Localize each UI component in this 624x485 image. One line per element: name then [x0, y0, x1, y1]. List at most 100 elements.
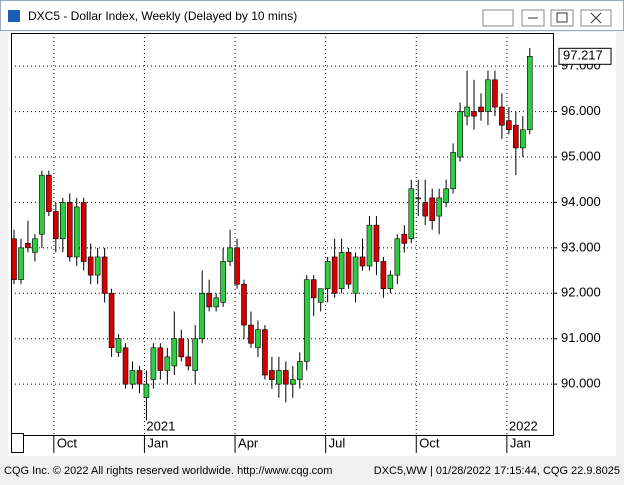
candle-body	[66, 202, 73, 258]
candle-body	[380, 261, 387, 290]
candle-body	[415, 197, 422, 200]
candle-body	[269, 370, 275, 380]
candle-body	[87, 256, 94, 276]
candle-body	[387, 274, 394, 290]
y-tick-label: 94.000	[561, 194, 601, 209]
scroll-handle[interactable]	[11, 433, 24, 453]
candle-body	[80, 202, 87, 262]
last-value-label: 97.217	[563, 48, 603, 63]
year-label: 2021	[146, 418, 175, 433]
candle-body	[150, 347, 157, 380]
candle-body	[276, 370, 282, 385]
candle-body	[241, 283, 247, 326]
candle-body	[101, 256, 108, 294]
candle-body	[199, 292, 205, 340]
footer-left: CQG Inc. © 2022 All rights reserved worl…	[4, 465, 332, 477]
candle-body	[255, 329, 261, 349]
x-tick-label: Oct	[419, 435, 440, 450]
y-tick-label: 90.000	[561, 376, 601, 391]
x-tick-label: Jan	[510, 435, 531, 450]
candle-body	[478, 106, 484, 112]
candle-body	[443, 188, 449, 203]
x-tick-label: Apr	[238, 435, 259, 450]
candle-body	[394, 238, 401, 276]
candle-body	[157, 347, 164, 371]
candle-body	[464, 106, 470, 117]
candle-body	[296, 361, 303, 380]
candle-body	[471, 111, 477, 117]
maximize-button[interactable]	[550, 9, 574, 27]
candle-body	[262, 329, 268, 376]
y-tick-label: 91.000	[561, 330, 601, 345]
candle-body	[520, 129, 526, 149]
candle-body	[234, 247, 240, 285]
candle-body	[303, 279, 310, 362]
candle-body	[373, 224, 380, 262]
candle-body	[317, 288, 324, 303]
footer-right: DXC5,WW | 01/28/2022 17:15:44, CQG 22.9.…	[374, 465, 620, 477]
candle-body	[220, 261, 226, 303]
candle-body	[324, 261, 331, 290]
last-value-box	[558, 47, 612, 65]
candle-body	[422, 202, 429, 217]
window-title: DXC5 - Dollar Index, Weekly (Delayed by …	[28, 9, 297, 23]
candle-body	[457, 111, 463, 158]
candle-body	[143, 383, 150, 399]
plot-area	[11, 33, 554, 436]
candle-body	[164, 356, 171, 371]
title-bar	[0, 0, 624, 31]
candle-body	[283, 370, 289, 385]
candle-body	[227, 247, 233, 262]
x-tick-label: Jul	[329, 435, 346, 450]
candle-body	[352, 256, 359, 294]
candle-body	[171, 338, 178, 367]
x-tick-label: Oct	[57, 435, 78, 450]
candle-body	[32, 238, 38, 253]
candle-body	[115, 338, 122, 353]
candle-body	[492, 79, 498, 108]
candle-body	[289, 379, 296, 385]
candle-body	[499, 106, 505, 126]
candle-body	[129, 370, 136, 385]
link-button[interactable]	[482, 9, 514, 27]
candle-body	[18, 247, 24, 280]
candle-body	[485, 79, 491, 112]
candle-body	[338, 252, 345, 290]
candle-body	[178, 338, 185, 358]
candle-body	[122, 347, 129, 385]
candle-body	[73, 206, 80, 258]
candle-body	[331, 256, 338, 294]
candle-body	[366, 224, 373, 267]
candle-body	[39, 174, 45, 235]
candle-body	[94, 256, 101, 276]
candle-body	[506, 120, 512, 131]
candle-body	[108, 292, 115, 349]
candle-body	[136, 370, 143, 385]
candle-body	[513, 124, 519, 149]
app-icon	[8, 10, 20, 22]
candle-body	[310, 279, 317, 299]
candle-body	[526, 56, 533, 131]
candle-body	[213, 297, 219, 308]
candle-body	[11, 238, 17, 280]
plot: 90.000 91.000 92.000 93.000 94.000 95.000 96.0…	[11, 33, 612, 453]
candle-body	[450, 152, 456, 190]
candle-body	[436, 197, 442, 217]
candle-body	[345, 252, 352, 285]
candle-body	[248, 324, 254, 344]
y-tick-label: 96.000	[561, 103, 601, 118]
candle-body	[359, 256, 366, 267]
y-tick-label: 93.000	[561, 239, 601, 254]
candle-body	[185, 356, 192, 367]
x-tick-label: Jan	[147, 435, 168, 450]
candle-body	[46, 174, 52, 212]
candle-body	[408, 188, 415, 240]
y-tick-label: 92.000	[561, 285, 601, 300]
candle-body	[429, 197, 436, 221]
candle-body	[206, 292, 212, 308]
maximize-icon	[556, 12, 568, 23]
candle-body	[25, 243, 31, 249]
close-icon	[590, 12, 602, 24]
